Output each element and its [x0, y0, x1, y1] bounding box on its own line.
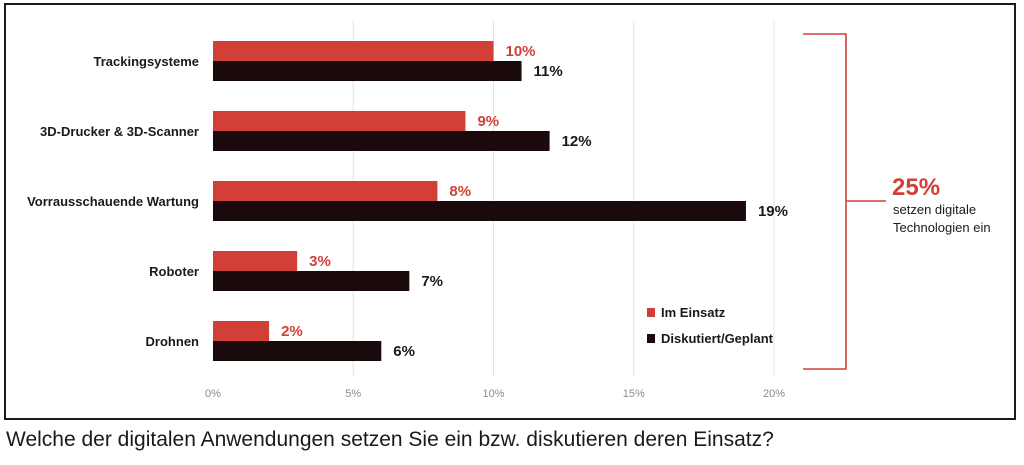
bar	[213, 201, 746, 221]
legend-swatch	[647, 308, 655, 317]
x-tick-label: 15%	[623, 388, 645, 400]
value-label: 19%	[758, 203, 788, 220]
bar	[213, 181, 438, 201]
bar	[213, 41, 494, 61]
value-label: 12%	[562, 133, 592, 150]
value-label: 11%	[534, 63, 563, 80]
bars	[213, 41, 746, 361]
bar	[213, 131, 550, 151]
category-label: Trackingsysteme	[93, 54, 199, 69]
legend: Im Einsatz Diskutiert/Geplant	[647, 305, 774, 346]
category-label: 3D-Drucker & 3D-Scanner	[40, 124, 199, 139]
bar	[213, 341, 382, 361]
category-label: Drohnen	[146, 334, 200, 349]
annotation-text-line2: Technologien ein	[893, 220, 991, 235]
bar	[213, 321, 270, 341]
category-label: Roboter	[149, 264, 199, 279]
value-label: 8%	[449, 183, 471, 200]
question-caption: Welche der digitalen Anwendungen setzen …	[6, 428, 774, 451]
x-tick-label: 5%	[345, 388, 361, 400]
bar-chart: 0% 5% 10% 15% 20% Trackingsysteme 10% 11% 3D-Dr…	[27, 21, 991, 400]
x-tick-label: 20%	[763, 388, 785, 400]
bar	[213, 61, 522, 81]
annotation-bracket: 25%setzen digitale Technologien ein	[803, 33, 991, 370]
value-label: 9%	[477, 113, 499, 130]
bar	[213, 251, 298, 271]
value-label: 6%	[393, 343, 415, 360]
chart-frame: 0% 5% 10% 15% 20% Trackingsysteme 10% 11% 3D-Dr…	[4, 3, 1016, 420]
value-label: 10%	[506, 43, 536, 60]
category-label: Vorrausschauende Wartung	[27, 194, 199, 209]
x-tick-label: 10%	[482, 388, 504, 400]
value-label: 2%	[281, 323, 303, 340]
bracket-line	[803, 33, 847, 370]
value-label: 7%	[421, 273, 443, 290]
labels: Trackingsysteme 10% 11% 3D-Drucker & 3D-Sca…	[27, 43, 788, 360]
legend-swatch	[647, 334, 655, 343]
x-tick-label: 0%	[205, 388, 221, 400]
legend-label: Im Einsatz	[661, 305, 726, 320]
annotation-text-line1: setzen digitale	[893, 202, 976, 217]
bar	[213, 271, 410, 291]
value-label: 3%	[309, 253, 331, 270]
bar	[213, 111, 466, 131]
legend-label: Diskutiert/Geplant	[661, 331, 774, 346]
annotation-percentage: 25%	[892, 174, 940, 201]
